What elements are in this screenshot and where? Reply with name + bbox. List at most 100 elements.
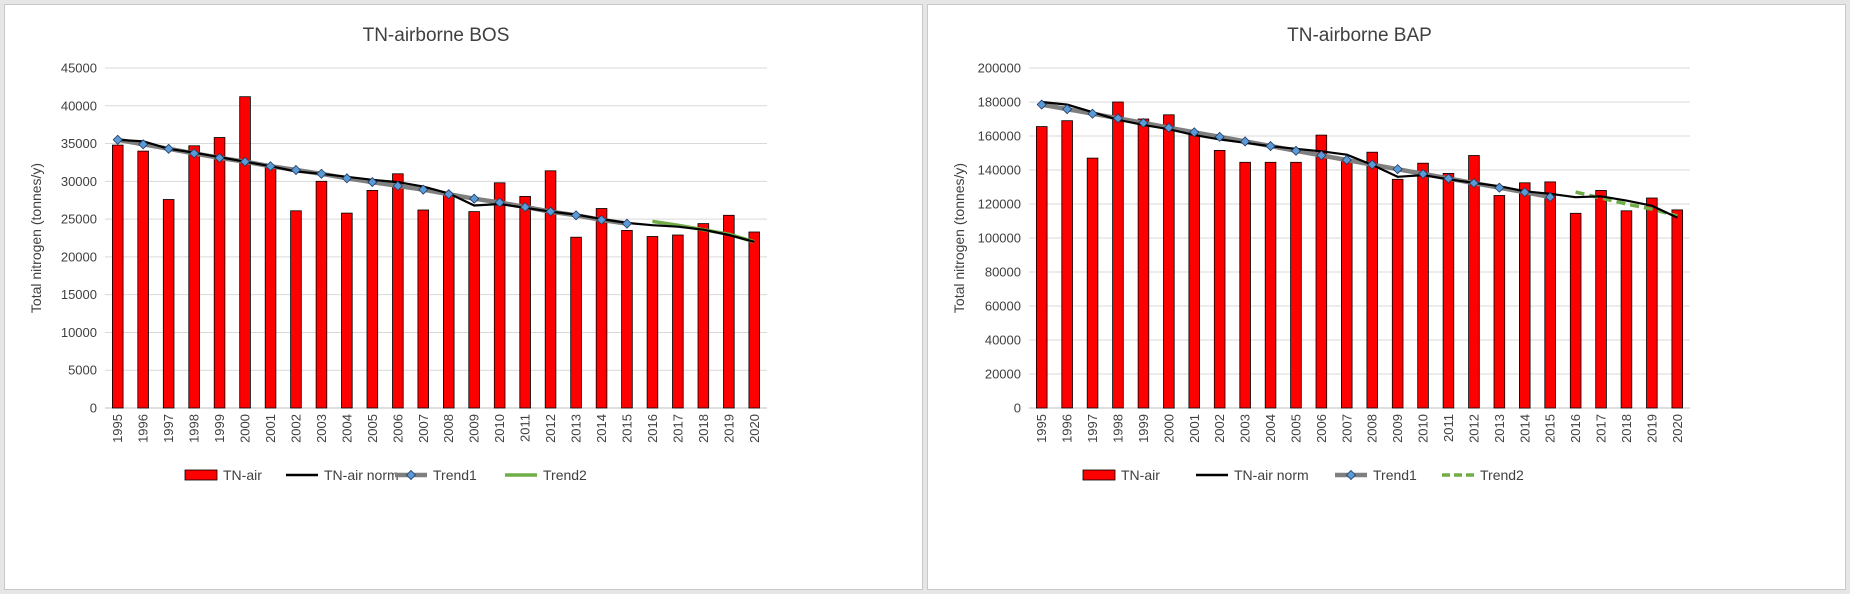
x-tick-label: 2001 bbox=[263, 414, 278, 443]
series-tn-air-norm-line bbox=[117, 138, 755, 243]
x-tick-label: 2007 bbox=[416, 414, 431, 443]
bar-tn-air bbox=[1646, 197, 1658, 409]
bar-tn-air bbox=[290, 210, 302, 409]
bar-tn-air bbox=[1036, 126, 1048, 409]
x-tick-label: 2000 bbox=[238, 414, 253, 443]
bar-tn-air bbox=[1239, 161, 1251, 409]
trend1-marker bbox=[1367, 159, 1378, 170]
y-tick-label: 40000 bbox=[61, 98, 97, 113]
trend1-marker bbox=[570, 210, 582, 221]
legend-label-tn-air: TN-air bbox=[223, 467, 262, 483]
bar-tn-air bbox=[1366, 151, 1378, 409]
y-tick-label: 180000 bbox=[978, 95, 1021, 110]
bar-tn-air bbox=[366, 189, 379, 409]
x-tick-label: 2005 bbox=[365, 414, 380, 443]
trend1-marker bbox=[469, 193, 480, 204]
bar-tn-air bbox=[1061, 120, 1073, 409]
y-tick-label: 10000 bbox=[61, 325, 97, 340]
bar-tn-air bbox=[1417, 162, 1429, 409]
bar-tn-air bbox=[1544, 181, 1556, 409]
x-tick-label: 2007 bbox=[1339, 414, 1354, 443]
x-tick-label: 1999 bbox=[1136, 414, 1151, 443]
x-tick-label: 2006 bbox=[390, 414, 405, 443]
x-tick-label: 2003 bbox=[1238, 414, 1253, 443]
trend1-marker bbox=[1189, 127, 1200, 138]
chart-title: TN-airborne BAP bbox=[1287, 25, 1432, 46]
legend-label-trend2: Trend2 bbox=[543, 467, 587, 483]
trend1-marker bbox=[596, 214, 607, 225]
x-tick-label: 2018 bbox=[1619, 414, 1634, 443]
bar-tn-air bbox=[621, 229, 633, 409]
bar-tn-air bbox=[392, 173, 404, 409]
legend-label-trend1: Trend1 bbox=[433, 467, 477, 483]
x-tick-label: 1998 bbox=[1111, 414, 1126, 443]
y-tick-label: 120000 bbox=[978, 197, 1021, 212]
bar-tn-air bbox=[544, 170, 557, 409]
y-tick-label: 30000 bbox=[61, 174, 97, 189]
trend1-marker bbox=[1290, 145, 1302, 156]
y-axis-label: Total nitrogen (tonnes/y) bbox=[951, 163, 967, 313]
legend-swatch-tn-air bbox=[1082, 469, 1116, 481]
trend1-marker bbox=[138, 139, 149, 150]
trend1-marker bbox=[1163, 122, 1174, 133]
legend-label-tn-air-norm: TN-air norm bbox=[1234, 467, 1309, 483]
legend-label-tn-air-norm: TN-air norm bbox=[324, 467, 399, 483]
x-tick-label: 1999 bbox=[212, 414, 227, 443]
trend1-marker bbox=[1062, 104, 1073, 115]
x-tick-label: 2000 bbox=[1161, 414, 1176, 443]
bar-tn-air bbox=[748, 231, 761, 409]
legend-swatch-tn-air bbox=[184, 469, 218, 481]
chart-panel-bos: TN-airborne BOS 0 5000 10000 15000 20000 25000… bbox=[4, 4, 923, 590]
x-tick-label: 2001 bbox=[1187, 414, 1202, 443]
x-tick-label: 2015 bbox=[620, 414, 635, 443]
x-tick-label: 2008 bbox=[441, 414, 456, 443]
bar-tn-air bbox=[213, 137, 226, 409]
bar-tn-air bbox=[1391, 178, 1404, 409]
chart-bap: TN-airborne BAP 0 20000 40000 60000 80000 1000… bbox=[951, 25, 1690, 483]
trend1-marker bbox=[214, 152, 225, 163]
x-tick-label: 2017 bbox=[670, 414, 685, 443]
bar-tn-air bbox=[1569, 212, 1582, 409]
bar-tn-air bbox=[1112, 101, 1124, 409]
y-tick-label: 45000 bbox=[61, 61, 97, 76]
bar-tn-air bbox=[672, 234, 684, 409]
trend1-marker bbox=[494, 197, 505, 208]
trend1-marker bbox=[239, 156, 251, 167]
x-tick-label: 2011 bbox=[518, 414, 533, 442]
legend-label-trend1: Trend1 bbox=[1373, 467, 1417, 483]
y-axis-label: Total nitrogen (tonnes/y) bbox=[28, 163, 44, 313]
x-tick-label: 2011 bbox=[1441, 414, 1456, 442]
bar-tn-air bbox=[1493, 195, 1506, 409]
y-tick-label: 140000 bbox=[978, 163, 1021, 178]
trend1-marker bbox=[1417, 168, 1429, 179]
y-tick-label: 15000 bbox=[61, 287, 97, 302]
x-tick-label: 2012 bbox=[543, 414, 558, 443]
trend1-marker bbox=[1036, 99, 1047, 110]
bar-tn-air bbox=[1188, 133, 1200, 409]
x-tick-label: 2014 bbox=[594, 414, 609, 443]
x-tick-label: 2020 bbox=[747, 414, 762, 443]
bar-tn-air bbox=[570, 236, 582, 409]
chart-bos: TN-airborne BOS 0 5000 10000 15000 20000 25000… bbox=[28, 25, 767, 483]
y-tick-label: 80000 bbox=[985, 265, 1021, 280]
y-tick-label: 100000 bbox=[978, 231, 1021, 246]
y-tick-label: 160000 bbox=[978, 129, 1021, 144]
x-tick-label: 2009 bbox=[1390, 414, 1405, 443]
series-tn-air-norm-line bbox=[1041, 100, 1678, 219]
x-tick-label: 2016 bbox=[645, 414, 660, 443]
x-tick-label: 1995 bbox=[1034, 414, 1049, 443]
y-tick-label: 0 bbox=[1014, 401, 1021, 416]
bar-tn-air bbox=[1519, 182, 1531, 409]
x-tick-label: 1997 bbox=[161, 414, 176, 443]
y-tick-label: 35000 bbox=[61, 136, 97, 151]
bar-tn-air bbox=[137, 150, 149, 409]
legend-label-tn-air: TN-air bbox=[1121, 467, 1160, 483]
x-tick-label: 1995 bbox=[110, 414, 125, 443]
trend1-marker bbox=[341, 173, 352, 184]
bar-tn-air bbox=[1442, 172, 1455, 409]
x-tick-label: 2002 bbox=[289, 414, 304, 443]
x-tick-label: 2002 bbox=[1212, 414, 1227, 443]
bar-tn-air bbox=[1315, 134, 1328, 409]
trend1-marker bbox=[1341, 154, 1352, 166]
trend1-marker bbox=[1112, 113, 1124, 124]
